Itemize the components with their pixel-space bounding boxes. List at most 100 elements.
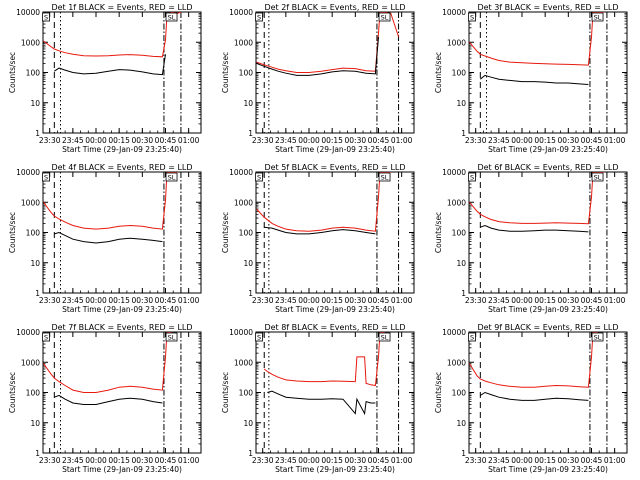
x-tick-label: 00:30 (132, 296, 154, 305)
y-axis-label: Counts/sec (221, 212, 230, 253)
y-tick-label: 1000 (21, 198, 40, 207)
y-tick-label: 10000 (442, 168, 466, 177)
x-axis-label: Start Time (29-Jan-09 23:25:40) (275, 145, 395, 154)
series-events-line (480, 391, 589, 401)
x-tick-label: 01:00 (604, 456, 626, 465)
marker-box (255, 332, 263, 342)
panel-det-2f: Det 2f BLACK = Events, RED = LLD 1 10 100 10… (221, 3, 415, 154)
x-tick-label: 00:30 (558, 456, 580, 465)
y-axis-label: Counts/sec (221, 52, 230, 93)
x-tick-label: 23:45 (62, 136, 84, 145)
marker-label: SL (594, 174, 602, 182)
series-lld-line (256, 12, 400, 73)
x-tick-label: 00:45 (581, 456, 603, 465)
x-tick-label: 00:30 (558, 296, 580, 305)
x-tick-label: 00:15 (534, 296, 556, 305)
series-events-line (256, 36, 379, 76)
y-tick-label: 100 (239, 229, 254, 238)
y-tick-label: 10 (30, 259, 40, 268)
plot-frame (255, 171, 415, 294)
plot-frame (255, 11, 415, 134)
x-tick-label: 00:45 (368, 136, 390, 145)
x-tick-label: 00:00 (85, 296, 107, 305)
series-lld-line (469, 332, 598, 388)
x-tick-label: 01:00 (391, 456, 413, 465)
y-tick-label: 1000 (447, 38, 466, 47)
y-tick-label: 1 (248, 129, 253, 138)
panel-det-8f: Det 8f BLACK = Events, RED = LLD 1 10 100 10… (221, 323, 415, 474)
series-events-line (54, 394, 163, 405)
x-tick-label: 23:30 (465, 456, 487, 465)
x-tick-label: 00:45 (155, 456, 177, 465)
x-tick-label: 00:45 (368, 296, 390, 305)
marker-label: S (470, 14, 474, 22)
y-tick-label: 1 (35, 449, 40, 458)
y-tick-label: 10000 (229, 328, 253, 337)
y-tick-label: 100 (239, 69, 254, 78)
y-tick-label: 10000 (16, 8, 40, 17)
y-tick-label: 1 (248, 449, 253, 458)
plot-frame (468, 171, 628, 294)
marker-box (378, 332, 391, 342)
marker-box (255, 172, 263, 182)
y-tick-label: 10000 (442, 8, 466, 17)
panel-title: Det 1f BLACK = Events, RED = LLD (51, 3, 192, 12)
marker-box (378, 12, 391, 22)
plot-frame (468, 11, 628, 134)
marker-box (468, 172, 476, 182)
marker-box (591, 332, 604, 342)
x-axis-label: Start Time (29-Jan-09 23:25:40) (275, 465, 395, 474)
x-tick-label: 23:30 (252, 456, 274, 465)
marker-label: SL (168, 14, 176, 22)
y-tick-label: 10000 (16, 168, 40, 177)
y-tick-label: 100 (452, 389, 467, 398)
y-tick-label: 10 (456, 259, 466, 268)
x-tick-label: 00:00 (298, 456, 320, 465)
x-tick-label: 00:15 (321, 296, 343, 305)
x-axis-label: Start Time (29-Jan-09 23:25:40) (488, 465, 608, 474)
marker-box (165, 172, 178, 182)
panel-det-5f: Det 5f BLACK = Events, RED = LLD 1 10 100 10… (221, 163, 415, 314)
marker-label: SL (168, 334, 176, 342)
x-tick-label: 00:15 (321, 456, 343, 465)
panel-title: Det 4f BLACK = Events, RED = LLD (51, 163, 192, 172)
series-lld-line (256, 172, 391, 232)
y-tick-label: 1 (248, 289, 253, 298)
x-tick-label: 23:45 (62, 296, 84, 305)
y-tick-label: 10000 (229, 8, 253, 17)
x-tick-label: 00:00 (298, 296, 320, 305)
x-tick-label: 00:00 (511, 456, 533, 465)
x-axis-label: Start Time (29-Jan-09 23:25:40) (275, 305, 395, 314)
y-tick-label: 100 (239, 389, 254, 398)
marker-label: S (44, 334, 48, 342)
y-axis-label: Counts/sec (434, 372, 443, 413)
x-tick-label: 00:00 (298, 136, 320, 145)
x-tick-label: 01:00 (178, 456, 200, 465)
marker-box (378, 172, 391, 182)
x-tick-label: 00:15 (108, 456, 130, 465)
marker-label: S (470, 334, 474, 342)
x-tick-label: 00:30 (558, 136, 580, 145)
x-tick-label: 01:00 (178, 296, 200, 305)
y-tick-label: 100 (26, 69, 41, 78)
y-tick-label: 10 (30, 419, 40, 428)
panel-title: Det 5f BLACK = Events, RED = LLD (264, 163, 405, 172)
series-events-line (54, 231, 163, 244)
x-tick-label: 23:30 (39, 456, 61, 465)
x-tick-label: 00:45 (155, 136, 177, 145)
x-tick-label: 00:15 (108, 136, 130, 145)
panel-title: Det 6f BLACK = Events, RED = LLD (477, 163, 618, 172)
x-tick-label: 00:00 (85, 136, 107, 145)
panel-det-6f: Det 6f BLACK = Events, RED = LLD 1 10 100 10… (434, 163, 628, 314)
y-axis-label: Counts/sec (8, 52, 17, 93)
plot-frame (42, 11, 202, 134)
y-tick-label: 10000 (16, 328, 40, 337)
x-tick-label: 00:30 (345, 136, 367, 145)
marker-box (591, 172, 604, 182)
y-tick-label: 1 (461, 289, 466, 298)
x-tick-label: 23:45 (62, 456, 84, 465)
y-tick-label: 1 (35, 129, 40, 138)
marker-label: S (470, 174, 474, 182)
x-tick-label: 00:15 (108, 296, 130, 305)
